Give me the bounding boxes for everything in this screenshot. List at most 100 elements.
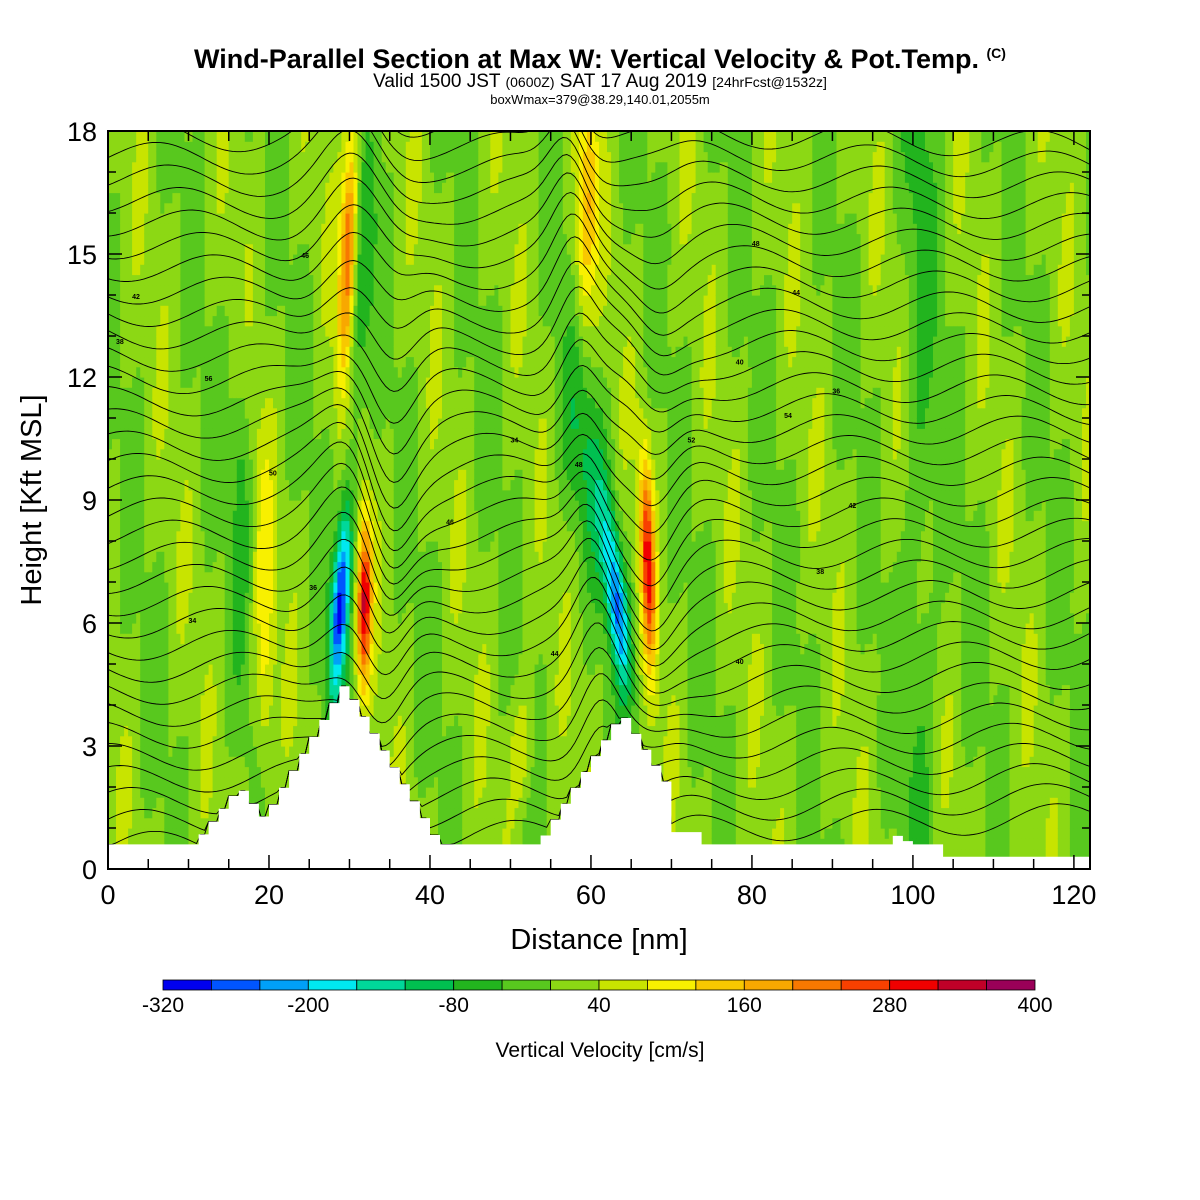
copyright-mark: (C) bbox=[986, 45, 1006, 61]
x-axis: 0 20 40 60 80 100 120 bbox=[100, 880, 1096, 910]
y-tick-label: 12 bbox=[67, 363, 97, 393]
colorbar-swatch bbox=[453, 979, 503, 991]
colorbar-swatch bbox=[889, 979, 939, 991]
theta-contour bbox=[108, 647, 1090, 748]
contour-label: 36 bbox=[832, 388, 840, 395]
theta-contour bbox=[181, 131, 1090, 178]
contour-label: 48 bbox=[575, 462, 583, 469]
theta-contour bbox=[108, 365, 1090, 455]
theta-contour bbox=[108, 462, 1090, 569]
contour-label: 38 bbox=[116, 339, 124, 346]
colorbar-label: 280 bbox=[872, 994, 907, 1017]
colorbar-swatch bbox=[501, 979, 551, 991]
x-tick-label: 20 bbox=[254, 880, 284, 910]
theta-contour bbox=[108, 172, 1090, 265]
terrain-fill bbox=[108, 686, 1090, 869]
contour-label: 56 bbox=[205, 376, 213, 383]
y-tick-label: 3 bbox=[82, 732, 97, 762]
colorbar-swatch bbox=[550, 979, 600, 991]
colorbar-swatch bbox=[404, 979, 455, 991]
colorbar-label: -320 bbox=[142, 994, 184, 1017]
theta-contour bbox=[108, 486, 1090, 587]
colorbar-label: -80 bbox=[439, 994, 469, 1017]
colorbar-label: 40 bbox=[587, 994, 610, 1017]
theta-contour bbox=[108, 339, 1090, 424]
y-tick-label: 9 bbox=[82, 486, 97, 516]
axis-ticks bbox=[107, 130, 1090, 870]
theta-contour bbox=[108, 387, 1090, 483]
x-tick-label: 0 bbox=[100, 880, 115, 910]
contour-label: 34 bbox=[511, 438, 519, 445]
theta-contour bbox=[108, 236, 1090, 336]
theta-contour bbox=[108, 441, 1090, 552]
contour-label: 42 bbox=[132, 294, 140, 301]
theta-contour bbox=[108, 503, 1090, 611]
colorbar-swatch bbox=[695, 979, 745, 991]
theta-contour bbox=[108, 577, 1090, 681]
colorbar-swatch bbox=[259, 979, 309, 991]
contour-label: 46 bbox=[301, 253, 309, 260]
colorbar-swatch bbox=[598, 979, 648, 991]
contour-label: 50 bbox=[269, 470, 277, 477]
contour-label: 44 bbox=[551, 651, 559, 658]
colorbar: -320 -200 -80 40 160 280 400 bbox=[142, 979, 1053, 1017]
contour-label: 40 bbox=[736, 360, 744, 367]
theta-contour bbox=[108, 673, 1090, 767]
colorbar-swatch bbox=[162, 979, 212, 991]
colorbar-swatch bbox=[307, 979, 358, 991]
chart-subtitle: Valid 1500 JST (0600Z) SAT 17 Aug 2019 [… bbox=[373, 71, 827, 92]
contour-label: 48 bbox=[752, 241, 760, 248]
contour-label: 44 bbox=[792, 290, 800, 297]
colorbar-swatch bbox=[210, 979, 261, 991]
chart-title: Wind-Parallel Section at Max W: Vertical… bbox=[194, 44, 1006, 74]
theta-contour bbox=[108, 598, 1090, 699]
colorbar-swatch bbox=[792, 979, 842, 991]
theta-contour bbox=[108, 520, 1090, 632]
theta-contour bbox=[108, 152, 1090, 240]
theta-contour bbox=[108, 192, 1090, 290]
contour-label: 40 bbox=[736, 659, 744, 666]
theta-contour bbox=[108, 538, 1090, 650]
x-axis-title: Distance [nm] bbox=[510, 924, 687, 956]
contour-label: 38 bbox=[816, 569, 824, 576]
theta-contour bbox=[108, 213, 1090, 314]
theta-contour bbox=[108, 685, 1090, 815]
colorbar-label: -200 bbox=[287, 994, 329, 1017]
theta-contour bbox=[108, 556, 1090, 667]
theta-contour bbox=[108, 685, 1090, 793]
contour-label: 54 bbox=[784, 413, 792, 420]
y-tick-label: 6 bbox=[82, 609, 97, 639]
y-tick-label: 0 bbox=[82, 855, 97, 885]
terrain bbox=[108, 686, 1090, 869]
x-tick-label: 40 bbox=[415, 880, 445, 910]
colorbar-swatch bbox=[647, 979, 697, 991]
colorbar-swatch bbox=[840, 979, 891, 991]
colorbar-swatch bbox=[356, 979, 406, 991]
colorbar-label: 160 bbox=[727, 994, 762, 1017]
y-axis: 0 3 6 9 12 15 18 bbox=[67, 117, 97, 885]
colorbar-swatch bbox=[986, 979, 1036, 991]
theta-contour bbox=[108, 622, 1090, 724]
contour-label: 42 bbox=[849, 503, 857, 510]
y-axis-title: Height [Kft MSL] bbox=[16, 394, 48, 605]
x-tick-label: 60 bbox=[576, 880, 606, 910]
y-tick-label: 18 bbox=[67, 117, 97, 147]
colorbar-title: Vertical Velocity [cm/s] bbox=[496, 1039, 705, 1062]
colorbar-swatch bbox=[743, 979, 794, 991]
theta-contour bbox=[108, 421, 1090, 532]
x-tick-label: 100 bbox=[890, 880, 935, 910]
contour-label: 46 bbox=[446, 520, 454, 527]
theta-contour bbox=[108, 131, 1090, 199]
theta-contour bbox=[108, 312, 1090, 394]
contour-label: 34 bbox=[189, 618, 197, 625]
theta-contour bbox=[108, 261, 1090, 357]
theta-contour bbox=[108, 685, 1090, 776]
theta-contour bbox=[108, 131, 1090, 220]
colorbar-label: 400 bbox=[1017, 994, 1052, 1017]
contour-label: 36 bbox=[309, 585, 317, 592]
theta-contour bbox=[396, 131, 1090, 157]
theta-contour bbox=[108, 286, 1090, 376]
y-tick-label: 15 bbox=[67, 240, 97, 270]
chart-subtitle-box: boxWmax=379@38.29,140.01,2055m bbox=[490, 92, 710, 107]
